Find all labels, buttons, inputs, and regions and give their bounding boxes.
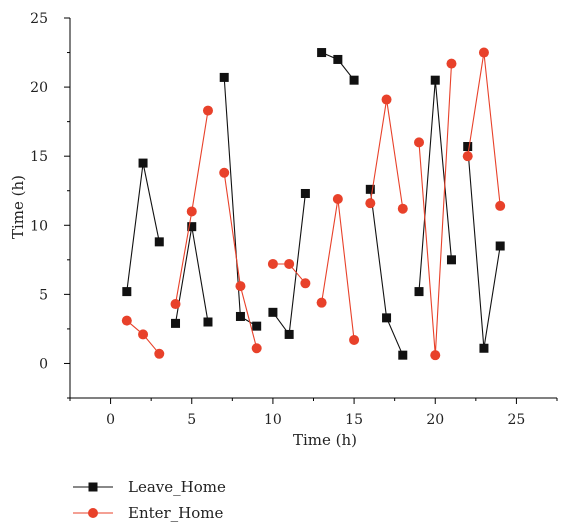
data-point <box>170 299 181 310</box>
data-point <box>284 329 294 339</box>
data-point <box>382 313 392 323</box>
y-tick-label: 0 <box>39 356 48 372</box>
data-point <box>479 343 489 353</box>
legend-entry-label: Enter_Home <box>128 504 224 522</box>
data-point <box>268 307 278 317</box>
data-point <box>414 137 425 148</box>
data-point <box>397 203 408 214</box>
legend-entry-label: Leave_Home <box>128 478 226 496</box>
series-line-segment <box>418 80 453 292</box>
y-tick-label: 5 <box>39 287 48 303</box>
y-tick-label: 15 <box>30 149 48 165</box>
data-point <box>478 47 489 58</box>
y-axis-label: Time (h) <box>9 175 27 239</box>
data-point <box>333 54 343 64</box>
series-leave-home <box>122 48 505 360</box>
data-point <box>284 258 295 269</box>
series-line-segment <box>369 99 404 209</box>
data-point <box>203 317 213 327</box>
y-tick-label: 20 <box>30 80 48 96</box>
data-point <box>122 287 132 297</box>
series-line-segment <box>467 146 501 349</box>
data-point <box>463 142 473 152</box>
data-point <box>317 48 327 58</box>
series-line-segment <box>321 198 355 341</box>
data-point <box>398 350 408 360</box>
data-point <box>300 188 310 198</box>
data-point <box>186 206 197 217</box>
data-point <box>171 318 181 328</box>
legend: Leave_Home Enter_Home <box>73 478 226 522</box>
legend-marker <box>88 482 98 492</box>
data-point <box>235 311 245 321</box>
x-tick-label: 15 <box>345 412 363 428</box>
y-tick-label: 25 <box>30 11 48 27</box>
data-point <box>462 151 473 162</box>
data-point <box>495 241 505 251</box>
data-point <box>430 350 441 361</box>
data-point <box>430 75 440 85</box>
data-point <box>381 94 392 105</box>
data-point <box>332 194 343 205</box>
x-tick-label: 20 <box>426 412 444 428</box>
data-point <box>251 343 262 354</box>
data-point <box>446 255 456 265</box>
axes: 0 5 10 15 20 25 0 5 10 15 20 25 <box>30 11 558 428</box>
data-point <box>154 237 164 247</box>
y-tick-label: 10 <box>30 218 48 234</box>
data-point <box>202 105 213 116</box>
data-point <box>138 158 148 168</box>
data-point <box>121 315 132 326</box>
data-point <box>267 258 278 269</box>
data-point <box>300 278 311 289</box>
data-point <box>252 321 262 331</box>
data-point <box>365 198 376 209</box>
x-axis-label: Time (h) <box>293 431 357 449</box>
series-line-segment <box>126 162 160 292</box>
data-point <box>154 348 165 359</box>
series-enter-home <box>121 47 506 361</box>
x-tick-label: 10 <box>264 412 282 428</box>
data-point <box>365 184 375 194</box>
data-point <box>349 75 359 85</box>
data-point <box>414 287 424 297</box>
data-point <box>219 167 230 178</box>
x-tick-label: 5 <box>187 412 196 428</box>
data-point <box>187 222 197 232</box>
legend-marker <box>88 508 98 518</box>
series-line-segment <box>369 189 404 356</box>
data-point <box>349 334 360 345</box>
data-point <box>446 58 457 69</box>
data-point <box>219 72 229 82</box>
x-tick-label: 25 <box>508 412 526 428</box>
data-point <box>495 200 506 211</box>
x-tick-label: 0 <box>106 412 115 428</box>
plot-area <box>121 47 506 361</box>
data-point <box>138 329 149 340</box>
series-line-segment <box>467 52 501 206</box>
data-point <box>316 297 327 308</box>
series-line-segment <box>223 172 258 349</box>
data-point <box>235 281 246 292</box>
